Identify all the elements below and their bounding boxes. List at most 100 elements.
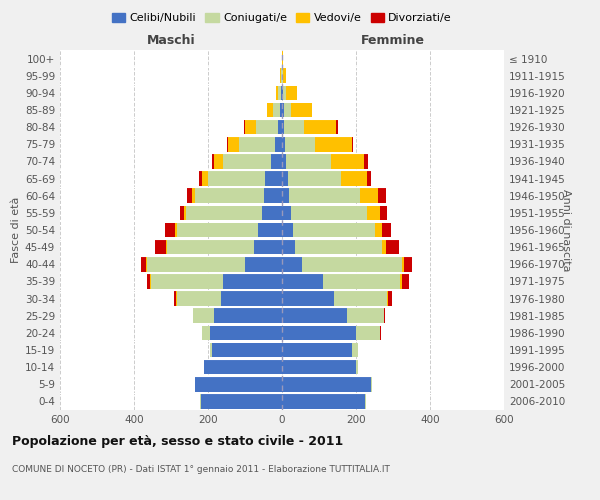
Bar — [286, 154, 331, 168]
Bar — [282, 222, 293, 238]
Bar — [323, 274, 400, 288]
Bar — [239, 137, 275, 152]
Bar — [212, 342, 282, 357]
Bar — [282, 342, 352, 357]
Bar — [267, 102, 273, 118]
Bar — [304, 120, 335, 134]
Text: Maschi: Maschi — [146, 34, 196, 46]
Bar — [229, 137, 239, 152]
Bar — [221, 292, 282, 306]
Bar — [147, 257, 245, 272]
Bar — [254, 240, 282, 254]
Bar — [203, 360, 204, 374]
Bar — [275, 137, 282, 152]
Bar — [360, 188, 378, 203]
Bar — [380, 326, 381, 340]
Bar — [195, 188, 263, 203]
Bar — [295, 240, 382, 254]
Bar — [204, 360, 282, 374]
Bar — [146, 257, 147, 272]
Bar — [256, 120, 278, 134]
Bar — [187, 188, 192, 203]
Bar — [282, 308, 347, 323]
Bar — [282, 154, 286, 168]
Bar — [273, 102, 280, 118]
Legend: Celibi/Nubili, Coniugati/e, Vedovi/e, Divorziati/e: Celibi/Nubili, Coniugati/e, Vedovi/e, Di… — [107, 8, 457, 28]
Bar — [282, 240, 295, 254]
Bar — [265, 172, 282, 186]
Bar — [367, 172, 371, 186]
Bar — [341, 172, 367, 186]
Bar — [382, 240, 386, 254]
Bar — [210, 326, 282, 340]
Y-axis label: Anni di nascita: Anni di nascita — [561, 188, 571, 271]
Bar — [214, 308, 282, 323]
Bar — [347, 308, 384, 323]
Bar — [278, 86, 281, 100]
Bar — [291, 206, 367, 220]
Bar — [282, 188, 289, 203]
Bar — [334, 292, 388, 306]
Bar — [400, 274, 401, 288]
Bar — [186, 206, 262, 220]
Bar — [364, 154, 368, 168]
Bar — [227, 137, 229, 152]
Bar — [352, 342, 358, 357]
Bar — [278, 120, 282, 134]
Bar — [335, 120, 337, 134]
Text: Popolazione per età, sesso e stato civile - 2011: Popolazione per età, sesso e stato civil… — [12, 435, 343, 448]
Bar — [282, 360, 356, 374]
Bar — [175, 222, 176, 238]
Bar — [282, 137, 285, 152]
Bar — [388, 292, 392, 306]
Bar — [167, 240, 254, 254]
Text: Femmine: Femmine — [361, 34, 425, 46]
Bar — [277, 86, 278, 100]
Bar — [282, 326, 356, 340]
Bar — [282, 292, 334, 306]
Bar — [200, 394, 282, 408]
Bar — [378, 188, 386, 203]
Bar — [283, 68, 286, 83]
Bar — [223, 154, 271, 168]
Bar — [271, 154, 282, 168]
Bar — [202, 172, 208, 186]
Bar — [286, 86, 297, 100]
Bar — [140, 257, 146, 272]
Bar — [401, 274, 409, 288]
Bar — [281, 86, 282, 100]
Bar — [311, 102, 313, 118]
Bar — [380, 206, 388, 220]
Bar — [291, 102, 311, 118]
Bar — [282, 257, 302, 272]
Bar — [314, 137, 352, 152]
Bar — [282, 377, 371, 392]
Bar — [289, 188, 360, 203]
Bar — [386, 240, 398, 254]
Bar — [175, 292, 176, 306]
Bar — [352, 137, 353, 152]
Bar — [155, 240, 166, 254]
Bar — [302, 257, 402, 272]
Bar — [282, 172, 287, 186]
Bar — [356, 360, 358, 374]
Bar — [280, 68, 281, 83]
Bar — [285, 137, 314, 152]
Bar — [258, 222, 282, 238]
Bar — [282, 394, 365, 408]
Bar — [262, 206, 282, 220]
Bar — [202, 326, 210, 340]
Bar — [367, 206, 380, 220]
Bar — [223, 274, 282, 288]
Bar — [282, 206, 291, 220]
Bar — [176, 292, 221, 306]
Bar — [284, 120, 304, 134]
Bar — [382, 222, 391, 238]
Bar — [244, 120, 245, 134]
Bar — [282, 274, 323, 288]
Bar — [284, 102, 291, 118]
Bar — [293, 222, 374, 238]
Bar — [192, 188, 195, 203]
Bar — [212, 154, 214, 168]
Bar — [210, 342, 212, 357]
